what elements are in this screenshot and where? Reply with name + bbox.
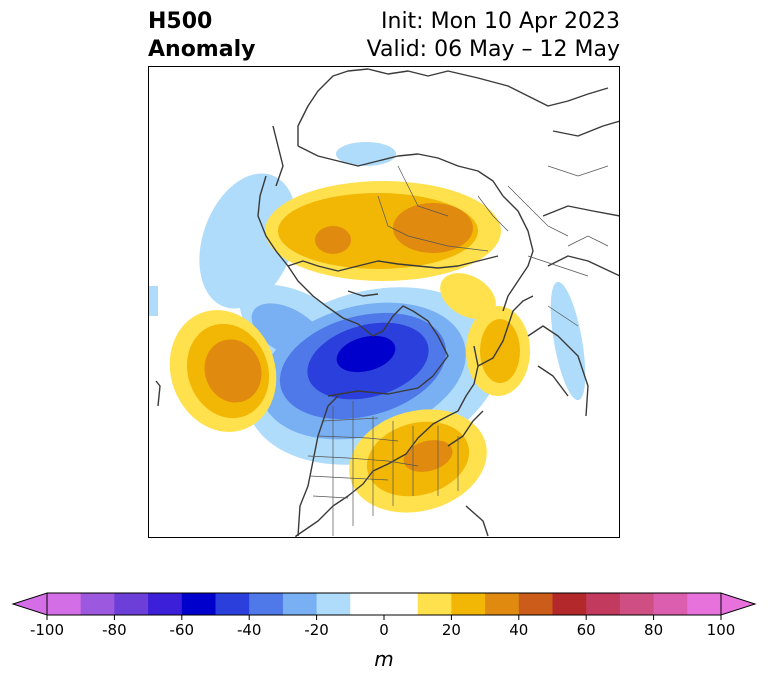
colorbar-tick-label: -40 xyxy=(237,621,262,639)
colorbar-tick-label: 20 xyxy=(442,621,461,639)
colorbar-tick-label: -20 xyxy=(304,621,329,639)
subtitle-block: Init: Mon 10 Apr 2023 Valid: 06 May – 12… xyxy=(367,8,620,64)
anomaly-positive-siberia xyxy=(265,181,501,319)
colorbar-bin xyxy=(282,593,318,615)
colorbar-bin xyxy=(518,593,553,615)
colorbar-bin xyxy=(181,593,216,615)
colorbar-tick-label: 60 xyxy=(577,621,596,639)
colorbar-tick-label: 40 xyxy=(509,621,528,639)
colorbar-tick-label: -80 xyxy=(102,621,127,639)
colorbar-bin xyxy=(114,593,149,615)
colorbar-bin xyxy=(215,593,250,615)
colorbar-tick-label: 100 xyxy=(707,621,736,639)
colorbar-tick-label: -100 xyxy=(30,621,64,639)
colorbar-bin xyxy=(249,593,284,615)
anomaly-map xyxy=(148,66,620,538)
colorbar-extend-high xyxy=(720,592,757,616)
map-border xyxy=(148,66,620,538)
title-line1: H500 xyxy=(148,9,213,34)
colorbar-unit-label: m xyxy=(374,647,393,671)
colorbar-bin xyxy=(316,593,351,615)
colorbar-bin xyxy=(148,593,183,615)
political-borders xyxy=(307,165,609,536)
valid-range: Valid: 06 May – 12 May xyxy=(366,37,620,62)
title-block: H500 Anomaly xyxy=(148,8,255,64)
anomaly-positive-europe xyxy=(466,306,530,396)
colorbar-bin xyxy=(687,593,722,615)
colorbar-extend-low xyxy=(11,592,48,616)
title-line2: Anomaly xyxy=(148,37,256,62)
colorbar-tick-label: -60 xyxy=(170,621,195,639)
colorbar-bin xyxy=(350,593,419,615)
colorbar-svg: -100 -80 -60 -40 -20 0 20 40 60 80 100 m xyxy=(11,592,757,671)
colorbar-bin xyxy=(619,593,655,615)
colorbar-bin xyxy=(47,593,82,615)
colorbar-tick-label: 0 xyxy=(379,621,389,639)
colorbar-bin xyxy=(485,593,520,615)
colorbar: -100 -80 -60 -40 -20 0 20 40 60 80 100 m xyxy=(0,586,768,684)
colorbar-bin xyxy=(552,593,587,615)
anomaly-negative-core2 xyxy=(336,335,396,373)
colorbar-bin xyxy=(451,593,486,615)
colorbar-bin xyxy=(417,593,452,615)
colorbar-bin xyxy=(653,593,688,615)
colorbar-tick-label: 80 xyxy=(644,621,663,639)
coastlines xyxy=(155,68,620,538)
init-date: Init: Mon 10 Apr 2023 xyxy=(381,9,620,34)
map-svg xyxy=(148,66,620,538)
colorbar-bin xyxy=(586,593,621,615)
anomaly-positive-pacific xyxy=(169,310,277,432)
colorbar-bin xyxy=(80,593,115,615)
